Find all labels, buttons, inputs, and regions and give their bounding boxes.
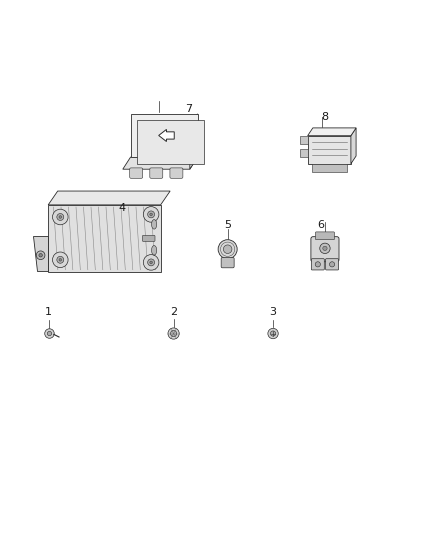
Ellipse shape: [152, 220, 157, 229]
Ellipse shape: [152, 246, 157, 255]
FancyBboxPatch shape: [311, 237, 339, 262]
Text: 4: 4: [118, 203, 125, 213]
Circle shape: [45, 329, 54, 338]
Polygon shape: [159, 130, 174, 142]
FancyBboxPatch shape: [142, 236, 155, 241]
Circle shape: [148, 211, 155, 218]
Text: 7: 7: [185, 103, 192, 114]
Circle shape: [170, 330, 177, 337]
Circle shape: [143, 255, 159, 270]
FancyBboxPatch shape: [130, 168, 143, 178]
Text: 5: 5: [224, 221, 231, 230]
FancyBboxPatch shape: [189, 131, 198, 140]
FancyBboxPatch shape: [315, 232, 335, 240]
Circle shape: [57, 256, 64, 263]
Text: 2: 2: [170, 307, 177, 317]
Circle shape: [270, 331, 276, 336]
FancyBboxPatch shape: [189, 144, 198, 153]
Circle shape: [268, 328, 278, 338]
FancyBboxPatch shape: [221, 257, 234, 268]
Polygon shape: [33, 236, 48, 271]
Polygon shape: [351, 128, 356, 164]
Circle shape: [59, 259, 62, 261]
Circle shape: [329, 262, 335, 267]
FancyBboxPatch shape: [170, 168, 183, 178]
Polygon shape: [190, 114, 198, 169]
Text: 1: 1: [45, 307, 52, 317]
Polygon shape: [137, 120, 204, 164]
Text: 8: 8: [321, 112, 328, 122]
Circle shape: [315, 262, 321, 267]
Circle shape: [218, 240, 237, 259]
Polygon shape: [131, 114, 198, 157]
Circle shape: [223, 245, 232, 254]
Circle shape: [143, 207, 159, 222]
Circle shape: [320, 243, 330, 254]
Text: 6: 6: [317, 221, 324, 230]
Circle shape: [53, 252, 68, 268]
Circle shape: [36, 251, 45, 260]
FancyBboxPatch shape: [311, 259, 324, 270]
Circle shape: [150, 261, 152, 264]
Circle shape: [59, 216, 62, 219]
Circle shape: [47, 332, 52, 336]
Circle shape: [150, 213, 152, 216]
Circle shape: [168, 328, 179, 339]
Circle shape: [323, 246, 327, 251]
Polygon shape: [307, 128, 356, 136]
Circle shape: [53, 209, 68, 225]
Polygon shape: [48, 191, 170, 205]
FancyBboxPatch shape: [300, 136, 308, 144]
Polygon shape: [123, 157, 198, 169]
Polygon shape: [312, 164, 346, 172]
Circle shape: [57, 214, 64, 221]
Polygon shape: [307, 136, 351, 164]
Text: 3: 3: [269, 307, 276, 317]
Circle shape: [39, 254, 42, 257]
Circle shape: [148, 259, 155, 266]
FancyBboxPatch shape: [325, 259, 339, 270]
Polygon shape: [48, 205, 161, 272]
FancyBboxPatch shape: [150, 168, 163, 178]
FancyBboxPatch shape: [300, 149, 308, 157]
